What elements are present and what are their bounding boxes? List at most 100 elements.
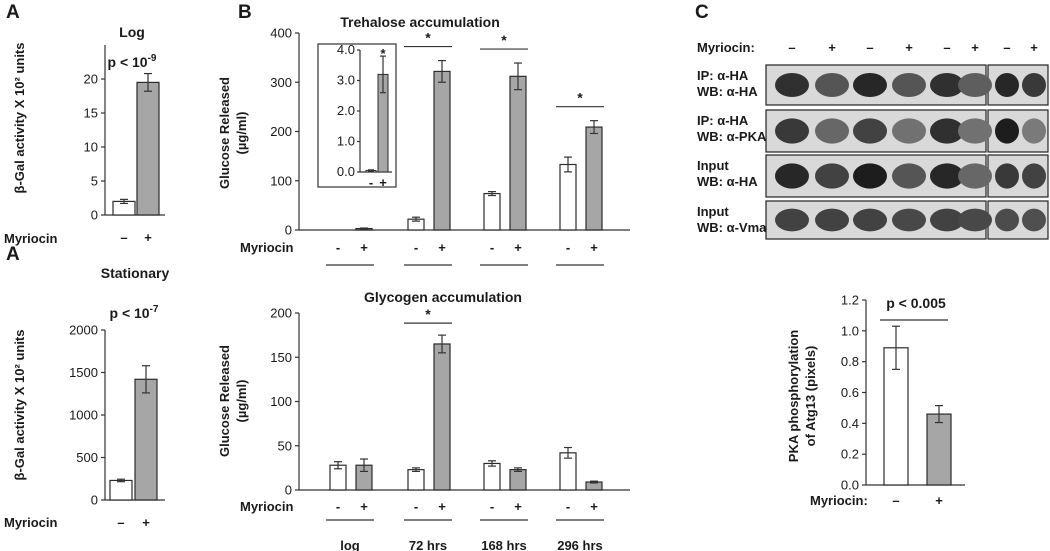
inset-y-tick-label: 3.0 bbox=[337, 73, 355, 88]
lane-sign: – bbox=[788, 40, 795, 55]
chart-c-pka: PKA phosphorylation of Atg13 (pixels) p … bbox=[786, 293, 965, 508]
y-tick-label: 100 bbox=[270, 394, 292, 409]
myriocin-sign: - bbox=[336, 240, 340, 255]
y-axis-label-line-2: of Atg13 (pixels) bbox=[803, 346, 818, 447]
bar-plus bbox=[585, 126, 603, 231]
blot-band bbox=[815, 208, 849, 232]
bar-plus bbox=[509, 75, 527, 231]
y-axis-label: β-Gal activity X 10² units bbox=[12, 43, 27, 194]
blot-band bbox=[775, 208, 809, 232]
y-axis-label-line-1: Glucose Released bbox=[217, 77, 232, 189]
y-tick-label: 200 bbox=[270, 306, 292, 321]
bar-plus bbox=[509, 469, 527, 491]
chart-title: Stationary bbox=[101, 265, 170, 281]
y-tick-label: 100 bbox=[270, 173, 292, 188]
blot-band bbox=[958, 163, 992, 189]
y-tick-label: 0 bbox=[285, 223, 292, 238]
y-tick-label: 0.2 bbox=[841, 447, 859, 462]
myriocin-sign: - bbox=[566, 240, 570, 255]
myriocin-sign: - bbox=[490, 240, 494, 255]
lane-sign: – bbox=[1003, 40, 1010, 55]
lane-sign: – bbox=[866, 40, 873, 55]
p-value-annotation: p < 10-7 bbox=[110, 304, 159, 321]
y-tick-label: 50 bbox=[278, 438, 292, 453]
inset-significance-star: * bbox=[380, 46, 386, 61]
panel-label-c: C bbox=[695, 2, 709, 23]
y-axis-label-line-1: Glucose Released bbox=[217, 345, 232, 457]
y-tick-label: 1000 bbox=[69, 408, 98, 423]
myriocin-sign: - bbox=[566, 499, 570, 514]
chart-title: Log bbox=[119, 24, 145, 40]
blot-band bbox=[892, 208, 926, 232]
significance-star: * bbox=[501, 32, 507, 48]
y-tick-label: 15 bbox=[84, 106, 98, 121]
category-label: – bbox=[120, 230, 127, 245]
bar-plus bbox=[136, 81, 160, 216]
category-label: + bbox=[935, 493, 943, 508]
y-axis-label-line-2: (µg/ml) bbox=[234, 112, 249, 155]
blot-row-label-2: WB: α-HA bbox=[697, 84, 758, 99]
category-label: – bbox=[892, 493, 899, 508]
bar-plus bbox=[433, 343, 451, 491]
p-value-annotation: p < 10-9 bbox=[108, 53, 157, 70]
blot-band bbox=[815, 163, 849, 189]
category-label: – bbox=[117, 515, 124, 530]
bar-minus bbox=[559, 163, 577, 231]
significance-star: * bbox=[425, 306, 431, 322]
blot-band bbox=[853, 208, 887, 232]
x-axis-label: Myriocin bbox=[4, 231, 58, 246]
panel-label-a: A bbox=[6, 2, 20, 23]
y-tick-label: 20 bbox=[84, 72, 98, 87]
blot-row-label-1: Input bbox=[697, 158, 729, 173]
blot-band bbox=[995, 118, 1019, 144]
blot-row-label-1: IP: α-HA bbox=[697, 113, 749, 128]
inset-y-tick-label: 4.0 bbox=[337, 42, 355, 57]
blot-row-label-2: WB: α-HA bbox=[697, 174, 758, 189]
chart-b-glycogen: Glycogen accumulation Glucose Released (… bbox=[217, 289, 630, 551]
group-label: 168 hrs bbox=[481, 538, 527, 551]
inset-category-label: + bbox=[379, 175, 387, 190]
category-label: + bbox=[142, 515, 150, 530]
blot-band bbox=[1022, 208, 1046, 232]
group-label: log bbox=[340, 538, 360, 551]
bar-plus bbox=[433, 70, 451, 231]
y-tick-label: 0.0 bbox=[841, 478, 859, 493]
blot-myriocin-label: Myriocin: bbox=[697, 40, 755, 55]
y-tick-label: 10 bbox=[84, 140, 98, 155]
blot-band bbox=[892, 118, 926, 144]
inset-category-label: - bbox=[369, 175, 373, 190]
chart-b-trehalose: Trehalose accumulation Glucose Released … bbox=[217, 14, 630, 266]
bar-plus bbox=[926, 413, 952, 486]
y-tick-label: 0.4 bbox=[841, 416, 859, 431]
y-tick-label: 0.6 bbox=[841, 385, 859, 400]
myriocin-sign: + bbox=[514, 240, 522, 255]
myriocin-sign: + bbox=[360, 240, 368, 255]
chart-a-log: Log p < 10-9 β-Gal activity X 10² units … bbox=[4, 24, 165, 246]
p-value-base: p < 10 bbox=[108, 54, 148, 70]
y-axis-label: β-Gal activity X 10² units bbox=[12, 330, 27, 481]
p-value-exponent: -7 bbox=[150, 304, 159, 315]
blot-band bbox=[958, 73, 992, 97]
inset-y-tick-label: 2.0 bbox=[337, 103, 355, 118]
inset-y-tick-label: 0.0 bbox=[337, 164, 355, 179]
myriocin-sign: - bbox=[336, 499, 340, 514]
blot-band bbox=[1022, 118, 1046, 144]
p-value-annotation: p < 0.005 bbox=[886, 295, 946, 311]
significance-star: * bbox=[425, 30, 431, 46]
y-tick-label: 1.0 bbox=[841, 323, 859, 338]
myriocin-sign: + bbox=[438, 240, 446, 255]
blot-band bbox=[892, 163, 926, 189]
lane-sign: + bbox=[905, 40, 913, 55]
blot-row-label-2: WB: α-PKA bbox=[697, 129, 767, 144]
blot-band bbox=[930, 208, 964, 232]
bar-minus bbox=[109, 479, 133, 501]
blot-band bbox=[775, 73, 809, 97]
y-tick-label: 400 bbox=[270, 26, 292, 41]
y-tick-label: 500 bbox=[76, 450, 98, 465]
blot-band bbox=[815, 73, 849, 97]
y-tick-label: 150 bbox=[270, 350, 292, 365]
y-tick-label: 200 bbox=[270, 124, 292, 139]
bar-plus bbox=[134, 378, 158, 501]
blot-band bbox=[815, 118, 849, 144]
